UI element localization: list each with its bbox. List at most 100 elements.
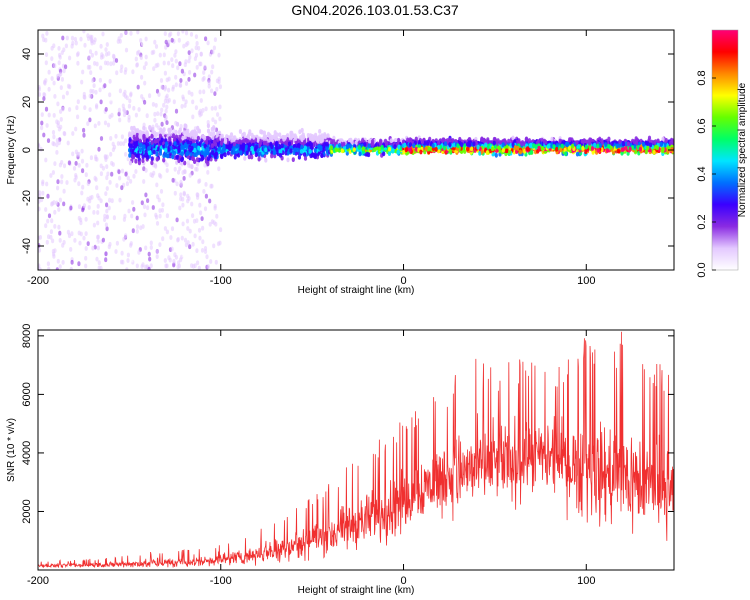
spectrogram-cell: [173, 53, 177, 58]
spectrogram-cell: [588, 140, 592, 146]
spectrogram-cell: [206, 147, 210, 152]
spectrogram-cell: [105, 202, 109, 208]
spectrogram-cell: [167, 87, 171, 93]
spectrogram-cell: [163, 85, 167, 90]
spectrogram-cell: [122, 236, 126, 242]
spectrogram-cell: [51, 170, 56, 175]
spectrogram-cell: [212, 220, 216, 226]
spectrogram-cell: [88, 34, 93, 40]
spectrogram-cell: [162, 60, 166, 66]
colorbar-tick-label: 0.6: [696, 118, 708, 133]
spectrogram-cell: [652, 150, 656, 155]
spectrogram-cell: [110, 198, 114, 204]
spectrogram-cell: [56, 123, 60, 129]
spectrogram-cell: [642, 142, 646, 147]
spectrogram-cell: [65, 35, 69, 41]
spectrogram-cell: [273, 149, 277, 155]
spectrogram-cell: [174, 74, 178, 80]
spectrogram-cell: [99, 99, 103, 105]
spectrogram-cell: [537, 145, 541, 151]
spectrogram-cell: [173, 137, 177, 142]
spectrogram-cell: [91, 245, 95, 251]
x-tick-label: 100: [577, 275, 595, 287]
spectrogram-cell: [178, 127, 182, 133]
spectrogram-cell: [60, 160, 64, 165]
spectrogram-cell: [654, 144, 658, 150]
spectrogram-cell: [109, 61, 113, 67]
spectrogram-cell: [259, 129, 263, 135]
spectrogram-cell: [84, 172, 88, 178]
spectrogram-cell: [155, 214, 159, 220]
spectrogram-cell: [264, 134, 268, 140]
spectrogram-cell: [58, 52, 62, 58]
spectrogram-cell: [163, 226, 167, 231]
spectrogram-cell: [95, 241, 99, 247]
spectrogram-cell: [187, 50, 191, 55]
spectrogram-cell: [317, 136, 321, 142]
spectrogram-cell: [136, 128, 140, 133]
spectrogram-cell: [53, 209, 57, 215]
spectrogram-cell: [575, 151, 580, 157]
spectrogram-cell: [206, 156, 211, 162]
spectrogram-cell: [456, 143, 460, 149]
spectrogram-cell: [99, 43, 103, 49]
spectrogram-cell: [105, 164, 109, 170]
spectrogram-cell: [406, 137, 410, 143]
spectrogram-cell: [47, 56, 51, 62]
spectrogram-cell: [492, 140, 496, 146]
spectrogram-cell: [378, 146, 382, 152]
spectrogram-cell: [518, 149, 523, 155]
snr-line: [38, 331, 674, 569]
spectrogram-cell: [414, 136, 418, 142]
spectrogram-cell: [463, 149, 467, 154]
spectrogram-cell: [180, 157, 184, 163]
spectrogram-cell: [38, 92, 42, 97]
spectrogram-cell: [91, 89, 95, 94]
spectrogram-cell: [172, 259, 176, 264]
spectrogram-cell: [118, 117, 122, 123]
spectrogram-cell: [211, 49, 215, 55]
spectrogram-cell: [598, 143, 602, 149]
spectrogram-cell: [649, 142, 653, 148]
spectrogram-cell: [68, 55, 72, 61]
spectrogram-cell: [146, 205, 150, 211]
spectrogram-cell: [76, 60, 80, 66]
spectrogram-cell: [160, 137, 164, 143]
spectrogram-cell: [238, 129, 242, 134]
spectrogram-cell: [195, 65, 199, 70]
spectrogram-cell: [110, 171, 114, 177]
spectrogram-cell: [52, 251, 56, 257]
spectrogram-cell: [239, 139, 243, 145]
spectrogram-cell: [275, 132, 279, 138]
spectrogram-cell: [115, 240, 119, 246]
spectrogram-cell: [104, 47, 108, 52]
spectrogram-cell: [135, 215, 139, 221]
spectrogram-cell: [82, 127, 86, 133]
spectrogram-cell: [357, 145, 361, 150]
spectrogram-cell: [183, 117, 187, 123]
spectrogram-cell: [44, 78, 48, 83]
spectrogram-cell: [300, 136, 304, 142]
spectrogram-cell: [546, 144, 551, 149]
spectrogram-cell: [80, 190, 84, 196]
spectrogram-cell: [243, 156, 247, 161]
spectrogram-cell: [111, 162, 115, 167]
spectrogram-cell: [73, 238, 77, 243]
spectrogram-cell: [167, 39, 171, 45]
spectrogram-cell: [105, 42, 109, 47]
spectrogram-cell: [148, 99, 152, 105]
spectrogram-cell: [176, 31, 180, 37]
spectrogram-cell: [275, 147, 279, 152]
spectrogram-cell: [132, 154, 136, 160]
spectrogram-cell: [38, 190, 42, 196]
spectrogram-cell: [164, 108, 168, 114]
spectrogram-cell: [167, 97, 171, 103]
spectrogram-cell: [62, 163, 67, 169]
spectrogram-cell: [81, 168, 85, 174]
spectrogram-cell: [197, 145, 201, 151]
spectrogram-cell: [155, 151, 159, 157]
spectrogram-cell: [332, 135, 336, 141]
spectrogram-cell: [209, 259, 213, 264]
spectrogram-cell: [384, 141, 389, 147]
